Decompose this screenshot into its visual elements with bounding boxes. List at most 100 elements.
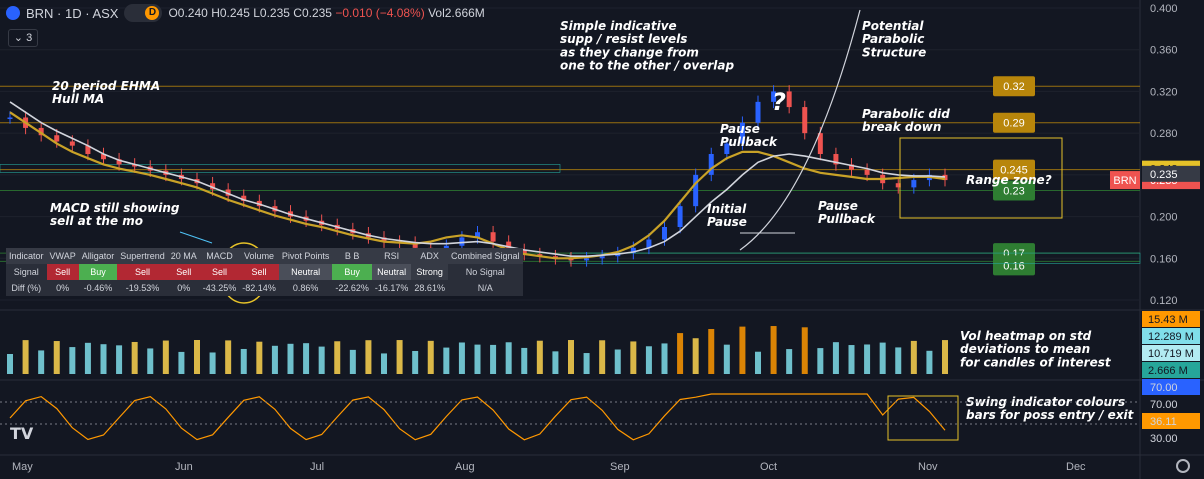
volume-bar-16 — [256, 341, 263, 374]
volume-bar-24 — [381, 353, 387, 374]
volume-bar-42 — [661, 343, 668, 374]
volume-bar-21 — [334, 341, 341, 374]
volume-bar-3 — [53, 341, 60, 374]
volume-bar-28 — [443, 347, 450, 374]
symbol-label[interactable]: BRN · 1D · ASX — [26, 5, 119, 21]
volume-bar-36 — [568, 340, 574, 374]
price-tick-7: 0.120 — [1150, 295, 1178, 307]
indicator-header-9: RSI — [371, 248, 412, 264]
parabolic-curve — [739, 9, 861, 251]
indicator-header-7: Pivot Points — [278, 248, 333, 264]
candle-body-54 — [849, 164, 854, 170]
candle-body-40 — [630, 247, 636, 254]
volume-bar-56 — [879, 342, 886, 374]
level-label-2: 0.245 — [1000, 165, 1028, 177]
indicator-signal-7: Neutral — [278, 264, 333, 280]
price-tick-0: 0.400 — [1150, 3, 1178, 15]
volume-bar-15 — [240, 348, 247, 374]
candle-body-8 — [132, 164, 138, 167]
low-value: L0.235 — [253, 6, 290, 20]
candle-body-48 — [755, 101, 761, 123]
indicator-diff-9: -16.17% — [371, 280, 412, 296]
volume-bar-48 — [755, 351, 761, 374]
candle-body-55 — [864, 169, 870, 175]
volume-bar-35 — [552, 351, 559, 374]
indicator-diff-2: -0.46% — [78, 280, 118, 296]
indicator-header-1: VWAP — [46, 248, 79, 264]
volume-bar-2 — [38, 350, 45, 374]
time-tick-7: Dec — [1066, 461, 1086, 473]
volume-bar-54 — [848, 345, 855, 374]
volume-bar-30 — [474, 344, 481, 374]
indicators-collapse-button[interactable]: ⌄ 3 — [8, 29, 38, 47]
volume-bar-25 — [396, 340, 403, 374]
indicator-signal-9: Neutral — [371, 264, 412, 280]
level-box-1 — [993, 112, 1035, 133]
change-value: −0.010 (−4.08%) — [335, 6, 425, 20]
time-tick-2: Jul — [310, 461, 324, 473]
indicator-diff-8: -22.62% — [332, 280, 372, 296]
volume-bar-26 — [412, 350, 419, 374]
indicator-header-6: Volume — [239, 248, 279, 264]
volume-bar-17 — [271, 345, 278, 374]
candle-body-43 — [677, 206, 683, 227]
brn-logo-icon — [6, 6, 20, 20]
volume-bar-20 — [318, 346, 325, 374]
candle-body-37 — [584, 258, 590, 261]
volume-bar-33 — [521, 347, 528, 374]
candle-body-26 — [412, 242, 418, 248]
indicator-header-3: Supertrend — [117, 248, 168, 264]
swing-axis-tag-1 — [1142, 396, 1200, 412]
annotation-ema-hull: 20 period EHMA Hull MA — [52, 79, 160, 106]
mode-toggle[interactable]: D — [124, 4, 163, 22]
volume-bar-60 — [942, 340, 948, 374]
indicator-signal-2: Buy — [78, 264, 118, 280]
candle-body-33 — [521, 249, 527, 255]
price-tick-5: 0.200 — [1150, 212, 1178, 224]
annotation-supp-resist: Simple indicative supp / resist levels as … — [560, 19, 735, 73]
indicator-diff-4: 0% — [167, 280, 200, 296]
volume-bar-52 — [817, 348, 824, 374]
volume-bar-50 — [786, 349, 793, 374]
volume-axis-tag-2 — [1142, 345, 1200, 361]
annotation-parabolic-break: Parabolic did break down — [862, 107, 950, 134]
level-box-3 — [993, 180, 1035, 201]
swing-axis-label-1: 70.00 — [1150, 399, 1178, 411]
candle-body-44 — [693, 174, 699, 207]
volume-bar-5 — [84, 342, 91, 374]
candle-body-6 — [101, 154, 106, 160]
candle-body-60 — [942, 174, 948, 181]
candle-body-32 — [506, 241, 512, 250]
volume-bar-11 — [178, 351, 185, 374]
swing-line — [9, 393, 946, 441]
level-label-0: 0.32 — [1003, 81, 1024, 93]
volume-bar-31 — [490, 344, 497, 374]
candle-body-28 — [443, 245, 449, 250]
candle-body-46 — [724, 143, 730, 154]
candle-body-45 — [708, 154, 714, 175]
price-tick-2: 0.320 — [1150, 86, 1178, 98]
volume-bar-32 — [505, 342, 512, 374]
volume-bar-37 — [583, 353, 590, 374]
high-value: H0.245 — [211, 6, 250, 20]
volume-axis-tag-0 — [1142, 311, 1200, 327]
volume-bar-40 — [630, 341, 637, 374]
volume-bar-9 — [147, 348, 154, 374]
candle-body-57 — [895, 183, 901, 188]
indicator-signal-11: No Signal — [447, 264, 523, 280]
volume-bar-45 — [708, 329, 715, 374]
volume-bar-59 — [926, 350, 933, 374]
indicator-signal-4: Sell — [167, 264, 200, 280]
indicator-signal-10: Strong — [411, 264, 448, 280]
axis-level-label-1: 0.235 — [1150, 169, 1178, 181]
volume-value: Vol2.666M — [428, 6, 485, 20]
settings-icon[interactable] — [1176, 459, 1190, 473]
indicator-header-0: Indicator — [6, 248, 47, 264]
volume-bar-47 — [739, 326, 746, 374]
candle-body-51 — [802, 107, 808, 134]
indicator-diff-11: N/A — [447, 280, 523, 296]
volume-bar-44 — [692, 338, 699, 374]
volume-axis-tag-3 — [1142, 362, 1200, 378]
volume-bar-18 — [287, 343, 294, 374]
